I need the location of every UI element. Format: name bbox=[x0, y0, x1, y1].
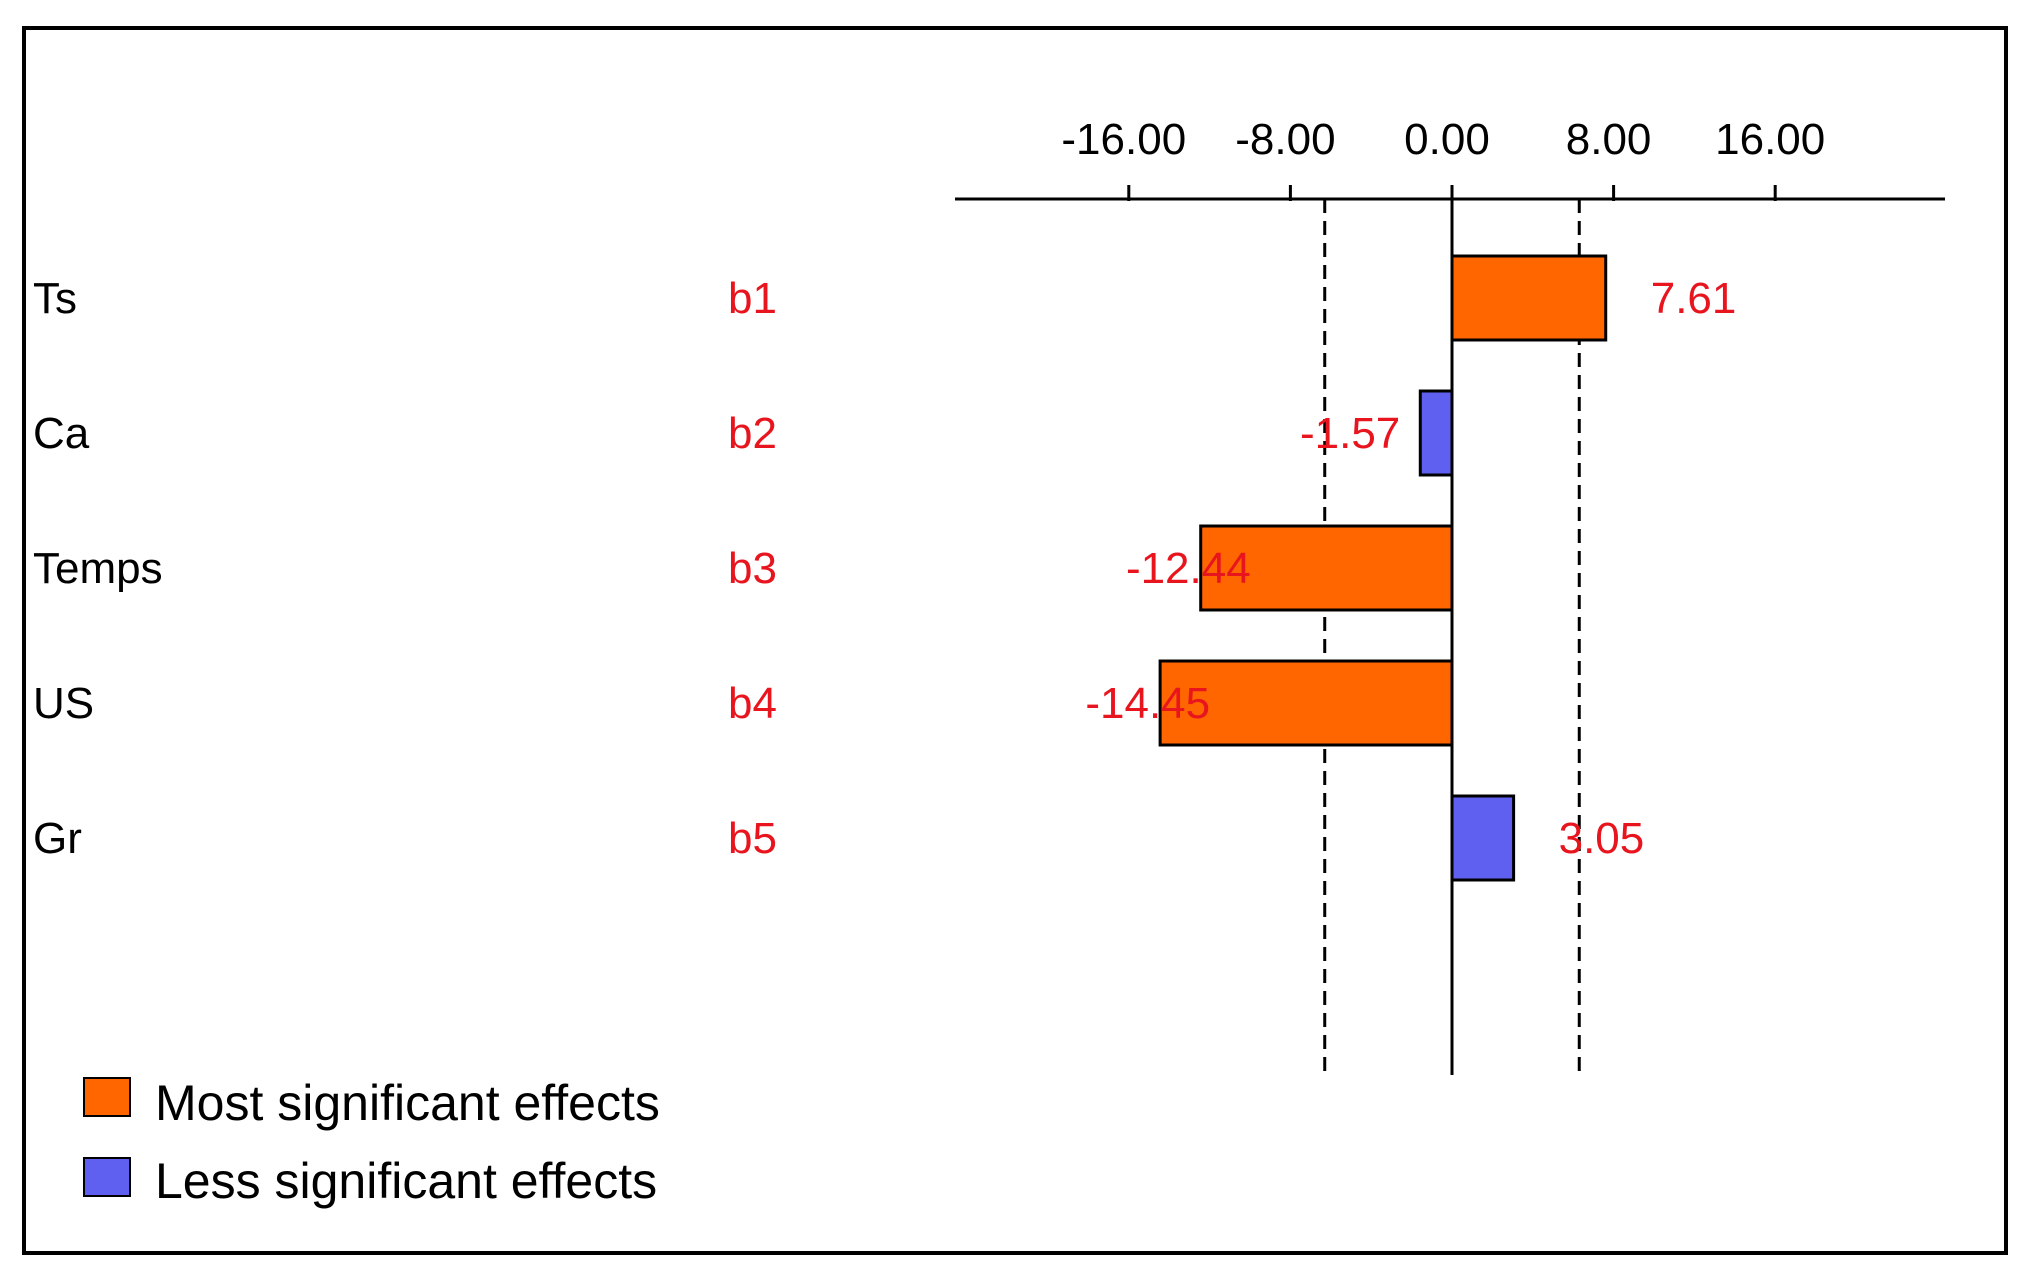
factor-label: Ts bbox=[33, 274, 77, 323]
legend-swatch-less bbox=[83, 1157, 131, 1197]
value-label: -14.45 bbox=[1085, 679, 1210, 728]
factor-label: US bbox=[33, 679, 94, 728]
value-label: 7.61 bbox=[1651, 274, 1737, 323]
factor-label: Temps bbox=[33, 544, 163, 593]
coefficient-label: b3 bbox=[728, 544, 777, 593]
threshold-lines bbox=[1323, 199, 1581, 1075]
x-axis-ticks: -16.00 -8.00 0.00 8.00 16.00 bbox=[1061, 115, 1825, 201]
bar-ts bbox=[1450, 254, 1608, 342]
bar-ca bbox=[1418, 389, 1454, 477]
bar-temps bbox=[1199, 524, 1454, 612]
x-tick-label: -16.00 bbox=[1061, 115, 1186, 164]
x-tick-label: 8.00 bbox=[1566, 115, 1652, 164]
coefficient-label: b4 bbox=[728, 679, 777, 728]
value-label: -12.44 bbox=[1126, 544, 1251, 593]
x-tick-label: 0.00 bbox=[1404, 115, 1490, 164]
legend-label-most: Most significant effects bbox=[155, 1075, 660, 1131]
bars bbox=[1158, 254, 1608, 882]
chart-frame bbox=[22, 26, 2008, 1255]
legend: Most significant effects Less significan… bbox=[83, 1075, 660, 1209]
bar-us bbox=[1158, 659, 1454, 747]
coefficient-label: b2 bbox=[728, 409, 777, 458]
factor-label: Gr bbox=[33, 814, 82, 863]
coefficient-label: b5 bbox=[728, 814, 777, 863]
x-tick-label: 16.00 bbox=[1715, 115, 1825, 164]
factor-label: Ca bbox=[33, 409, 90, 458]
bar-gr bbox=[1450, 794, 1516, 882]
row-labels: Ts b1 7.61 Ca b2 -1.57 Temps b3 -12.44 US b4 -14.45… bbox=[33, 274, 1736, 863]
value-label: -1.57 bbox=[1300, 409, 1400, 458]
legend-swatch-most bbox=[83, 1077, 131, 1117]
coefficient-label: b1 bbox=[728, 274, 777, 323]
value-label: 3.05 bbox=[1559, 814, 1645, 863]
legend-label-less: Less significant effects bbox=[155, 1153, 657, 1209]
x-tick-label: -8.00 bbox=[1235, 115, 1335, 164]
